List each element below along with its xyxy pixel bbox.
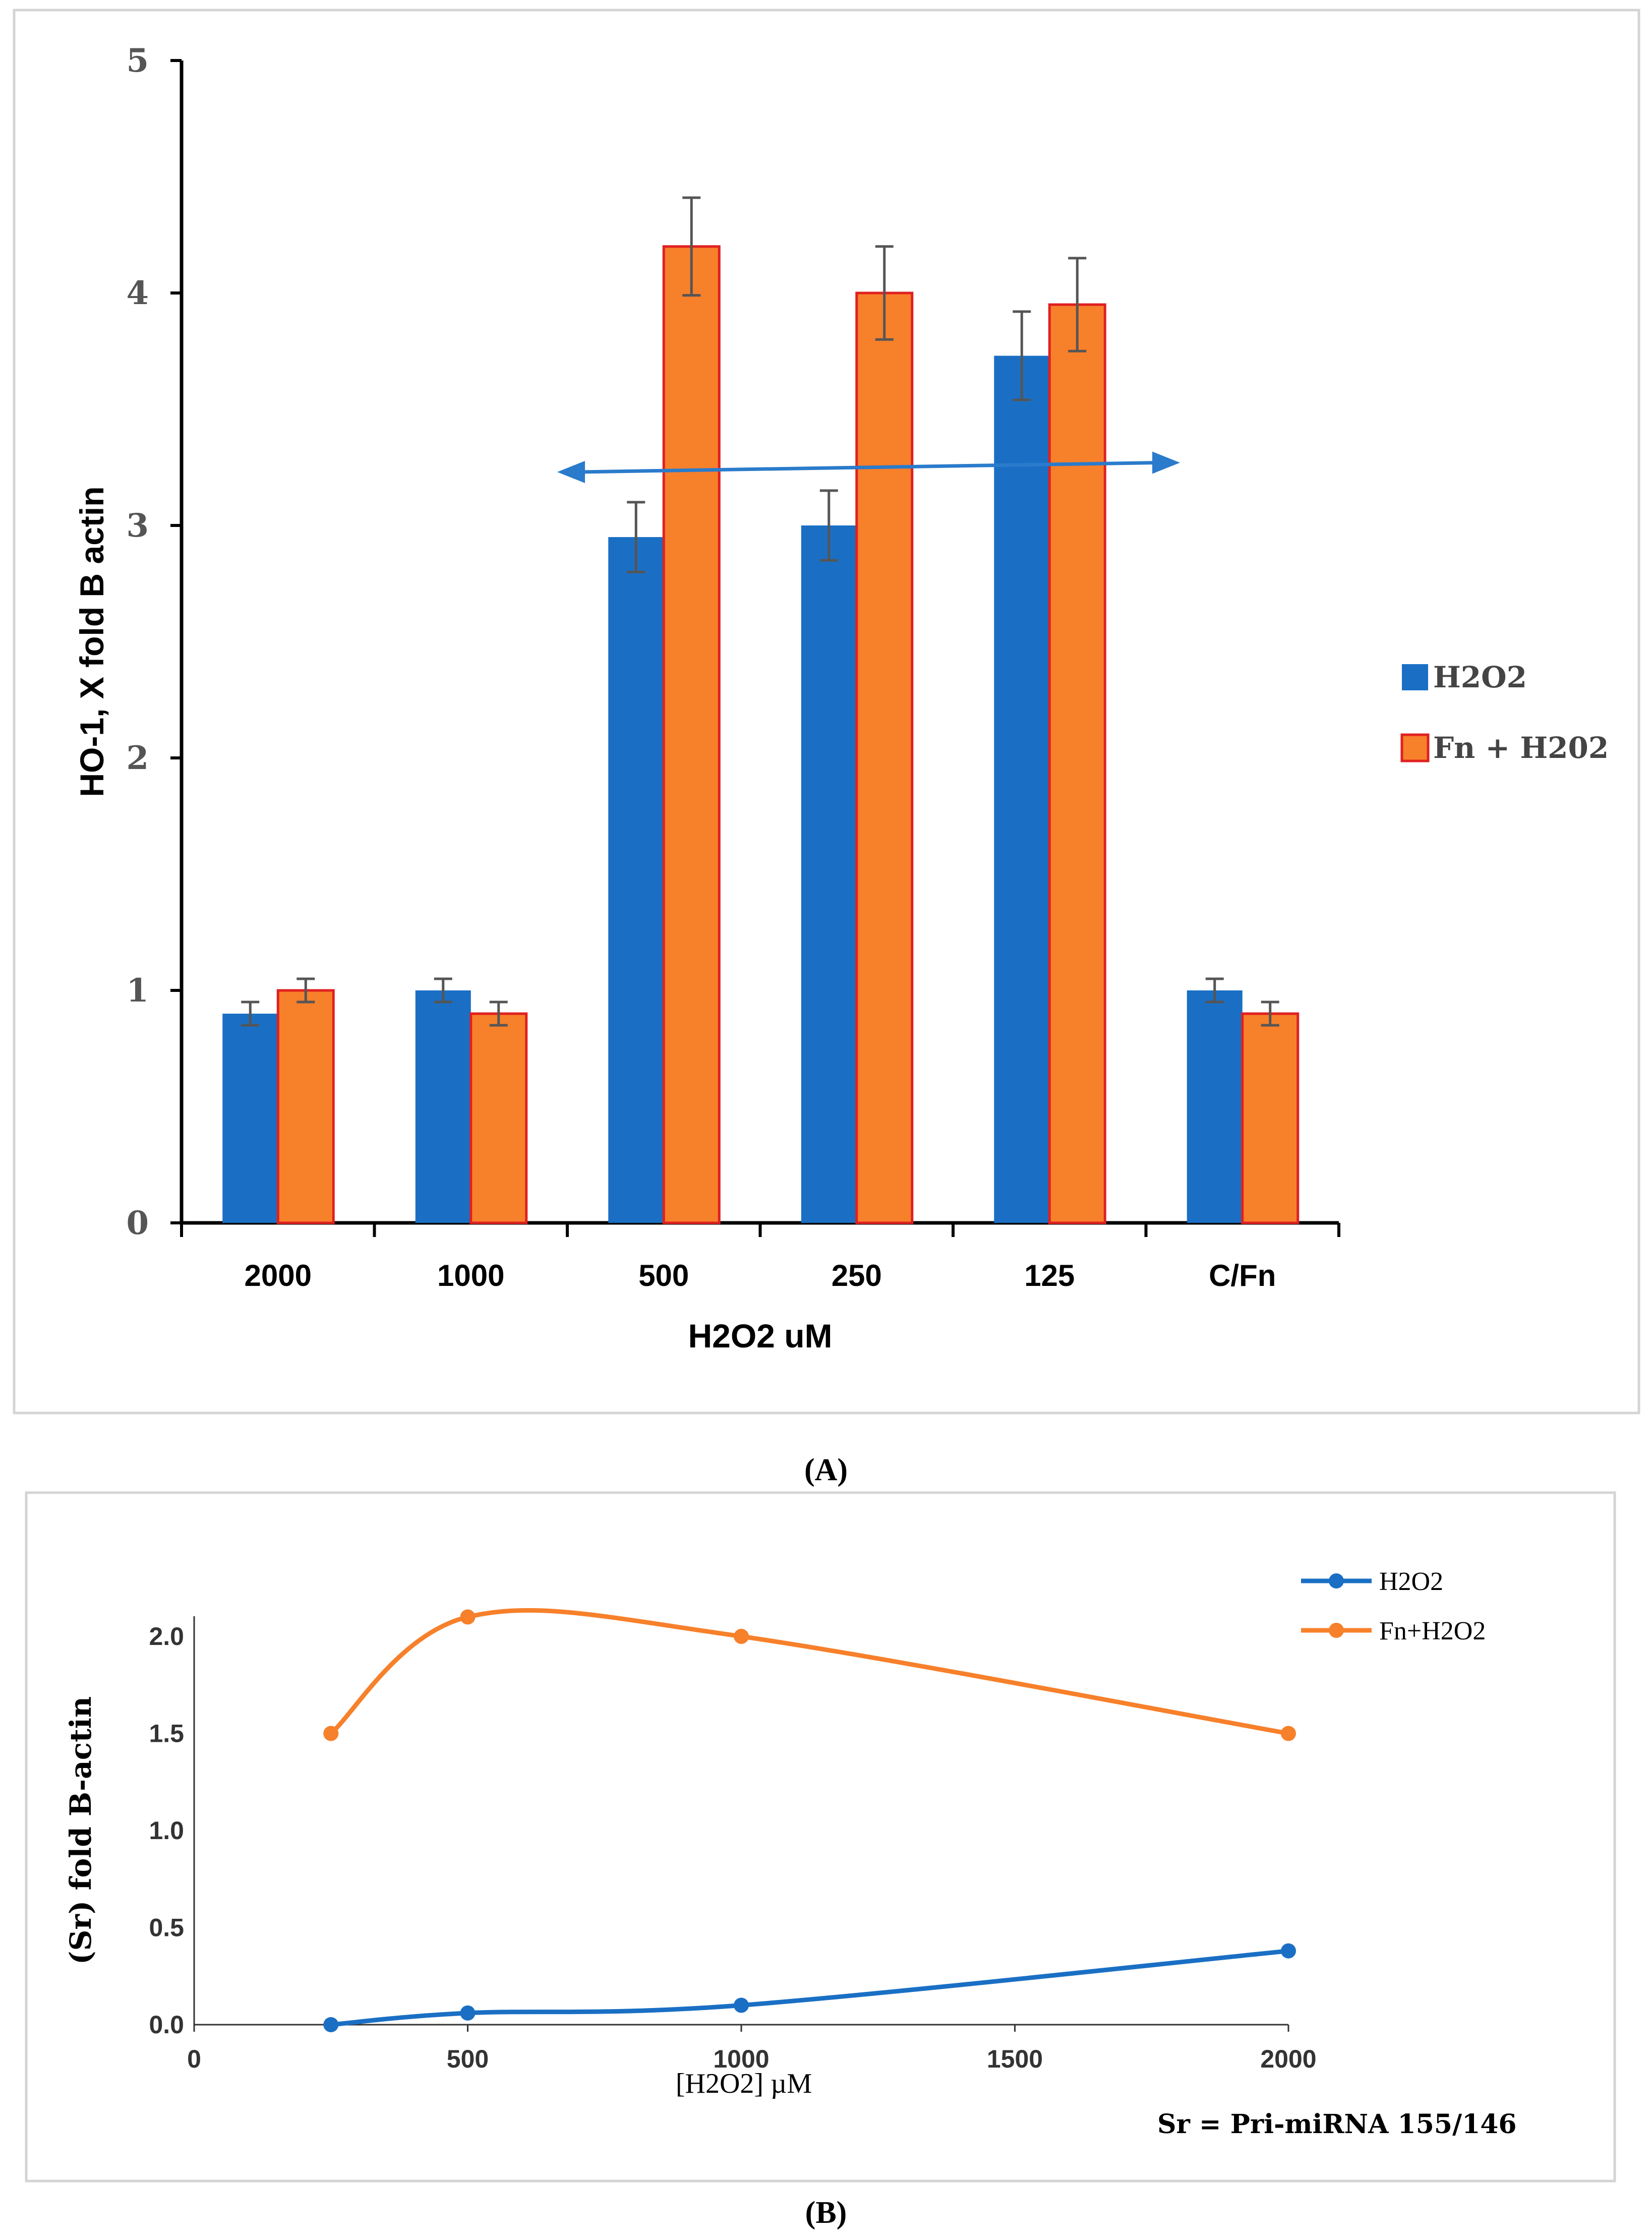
a-arrow-head-right bbox=[1152, 451, 1180, 474]
b-legend-marker bbox=[1329, 1623, 1344, 1638]
a-x-tick-label: 125 bbox=[1024, 1259, 1075, 1292]
a-y-tick-label: 0 bbox=[126, 1204, 149, 1242]
b-point-h2o2 bbox=[323, 2017, 339, 2032]
b-point-fn-h2o2 bbox=[734, 1629, 749, 1644]
b-point-fn-h2o2 bbox=[460, 1609, 476, 1625]
b-point-h2o2 bbox=[1281, 1943, 1296, 1959]
a-bar-fn-h2o2 bbox=[276, 989, 335, 1224]
a-bar-h2o2 bbox=[608, 537, 664, 1223]
a-arrow-line bbox=[579, 461, 1158, 474]
a-bar-fn-h2o2 bbox=[1241, 1012, 1300, 1224]
b-x-tick-label: 500 bbox=[447, 2045, 489, 2073]
b-point-h2o2 bbox=[734, 1997, 749, 2013]
b-point-fn-h2o2 bbox=[1281, 1726, 1296, 1741]
a-bar-h2o2 bbox=[415, 990, 471, 1223]
a-x-tick-label: 500 bbox=[638, 1259, 689, 1292]
a-y-tick-label: 2 bbox=[126, 739, 149, 777]
b-x-tick-label: 1000 bbox=[713, 2045, 769, 2073]
b-x-tick-label: 2000 bbox=[1260, 2045, 1316, 2073]
a-bar-fn-h2o2 bbox=[662, 245, 721, 1224]
b-y-tick-label: 2.0 bbox=[149, 1622, 184, 1651]
a-y-tick-label: 5 bbox=[126, 42, 149, 80]
b-legend-marker bbox=[1329, 1573, 1344, 1588]
a-bar-h2o2 bbox=[222, 1014, 278, 1223]
b-point-h2o2 bbox=[460, 2005, 476, 2021]
a-y-tick-label: 4 bbox=[126, 274, 149, 312]
a-x-tick-label: 2000 bbox=[245, 1259, 312, 1292]
a-bar-h2o2 bbox=[1187, 990, 1243, 1223]
b-y-axis-title: (Sr) fold B-actin bbox=[64, 1696, 98, 1965]
a-x-tick-label: C/Fn bbox=[1209, 1259, 1276, 1292]
b-line-fn-h2o2 bbox=[329, 1608, 1289, 1736]
a-bar-fn-h2o2 bbox=[855, 291, 914, 1224]
panel-a-label: (A) bbox=[804, 1453, 848, 1487]
a-y-axis-title: HO-1, X fold B actin bbox=[73, 486, 110, 797]
a-bar-h2o2 bbox=[994, 356, 1050, 1223]
b-y-tick-label: 0.0 bbox=[149, 2011, 184, 2039]
a-bar-h2o2 bbox=[801, 525, 857, 1223]
a-bar-fn-h2o2 bbox=[1048, 303, 1106, 1224]
a-x-tick-label: 1000 bbox=[437, 1259, 504, 1292]
b-line-h2o2 bbox=[330, 1949, 1289, 2027]
a-legend-swatch-fn-h2o2 bbox=[1400, 733, 1430, 762]
b-x-axis-title: [H2O2] µM bbox=[676, 2068, 812, 2099]
b-legend-label: Fn+H2O2 bbox=[1379, 1617, 1486, 1645]
a-bar-fn-h2o2 bbox=[469, 1012, 528, 1224]
b-x-tick-label: 1500 bbox=[987, 2045, 1043, 2073]
a-legend-swatch-h2o2 bbox=[1402, 664, 1428, 690]
a-legend-label: H2O2 bbox=[1433, 660, 1527, 694]
a-y-tick-label: 1 bbox=[126, 972, 149, 1010]
a-x-axis-title: H2O2 uM bbox=[688, 1317, 832, 1354]
panel-b-label: (B) bbox=[805, 2196, 847, 2230]
a-arrow-head-left bbox=[557, 460, 585, 483]
panel-b-footnote: Sr = Pri-miRNA 155/146 bbox=[1157, 2109, 1517, 2140]
panel-b-frame bbox=[25, 1491, 1616, 2183]
b-point-fn-h2o2 bbox=[323, 1726, 339, 1741]
panel-b-chart: 0.0 0.5 1.0 1.5 2.0 0 500 1000 1500 2000 [H2O2] µM… bbox=[64, 1567, 1486, 2099]
b-y-tick-label: 0.5 bbox=[149, 1914, 184, 1942]
a-legend-label: Fn + H202 bbox=[1433, 731, 1609, 765]
b-x-tick-label: 0 bbox=[187, 2045, 201, 2073]
b-y-tick-label: 1.5 bbox=[149, 1720, 184, 1748]
panel-a-chart: 0 1 2 3 4 5 2000 1000 500 250 125 C/Fn H2O2 uM HO-1, … bbox=[73, 42, 1609, 1354]
a-y-tick-label: 3 bbox=[126, 507, 149, 545]
b-y-tick-label: 1.0 bbox=[149, 1816, 184, 1845]
b-legend-label: H2O2 bbox=[1379, 1567, 1443, 1596]
a-x-tick-label: 250 bbox=[832, 1259, 882, 1292]
